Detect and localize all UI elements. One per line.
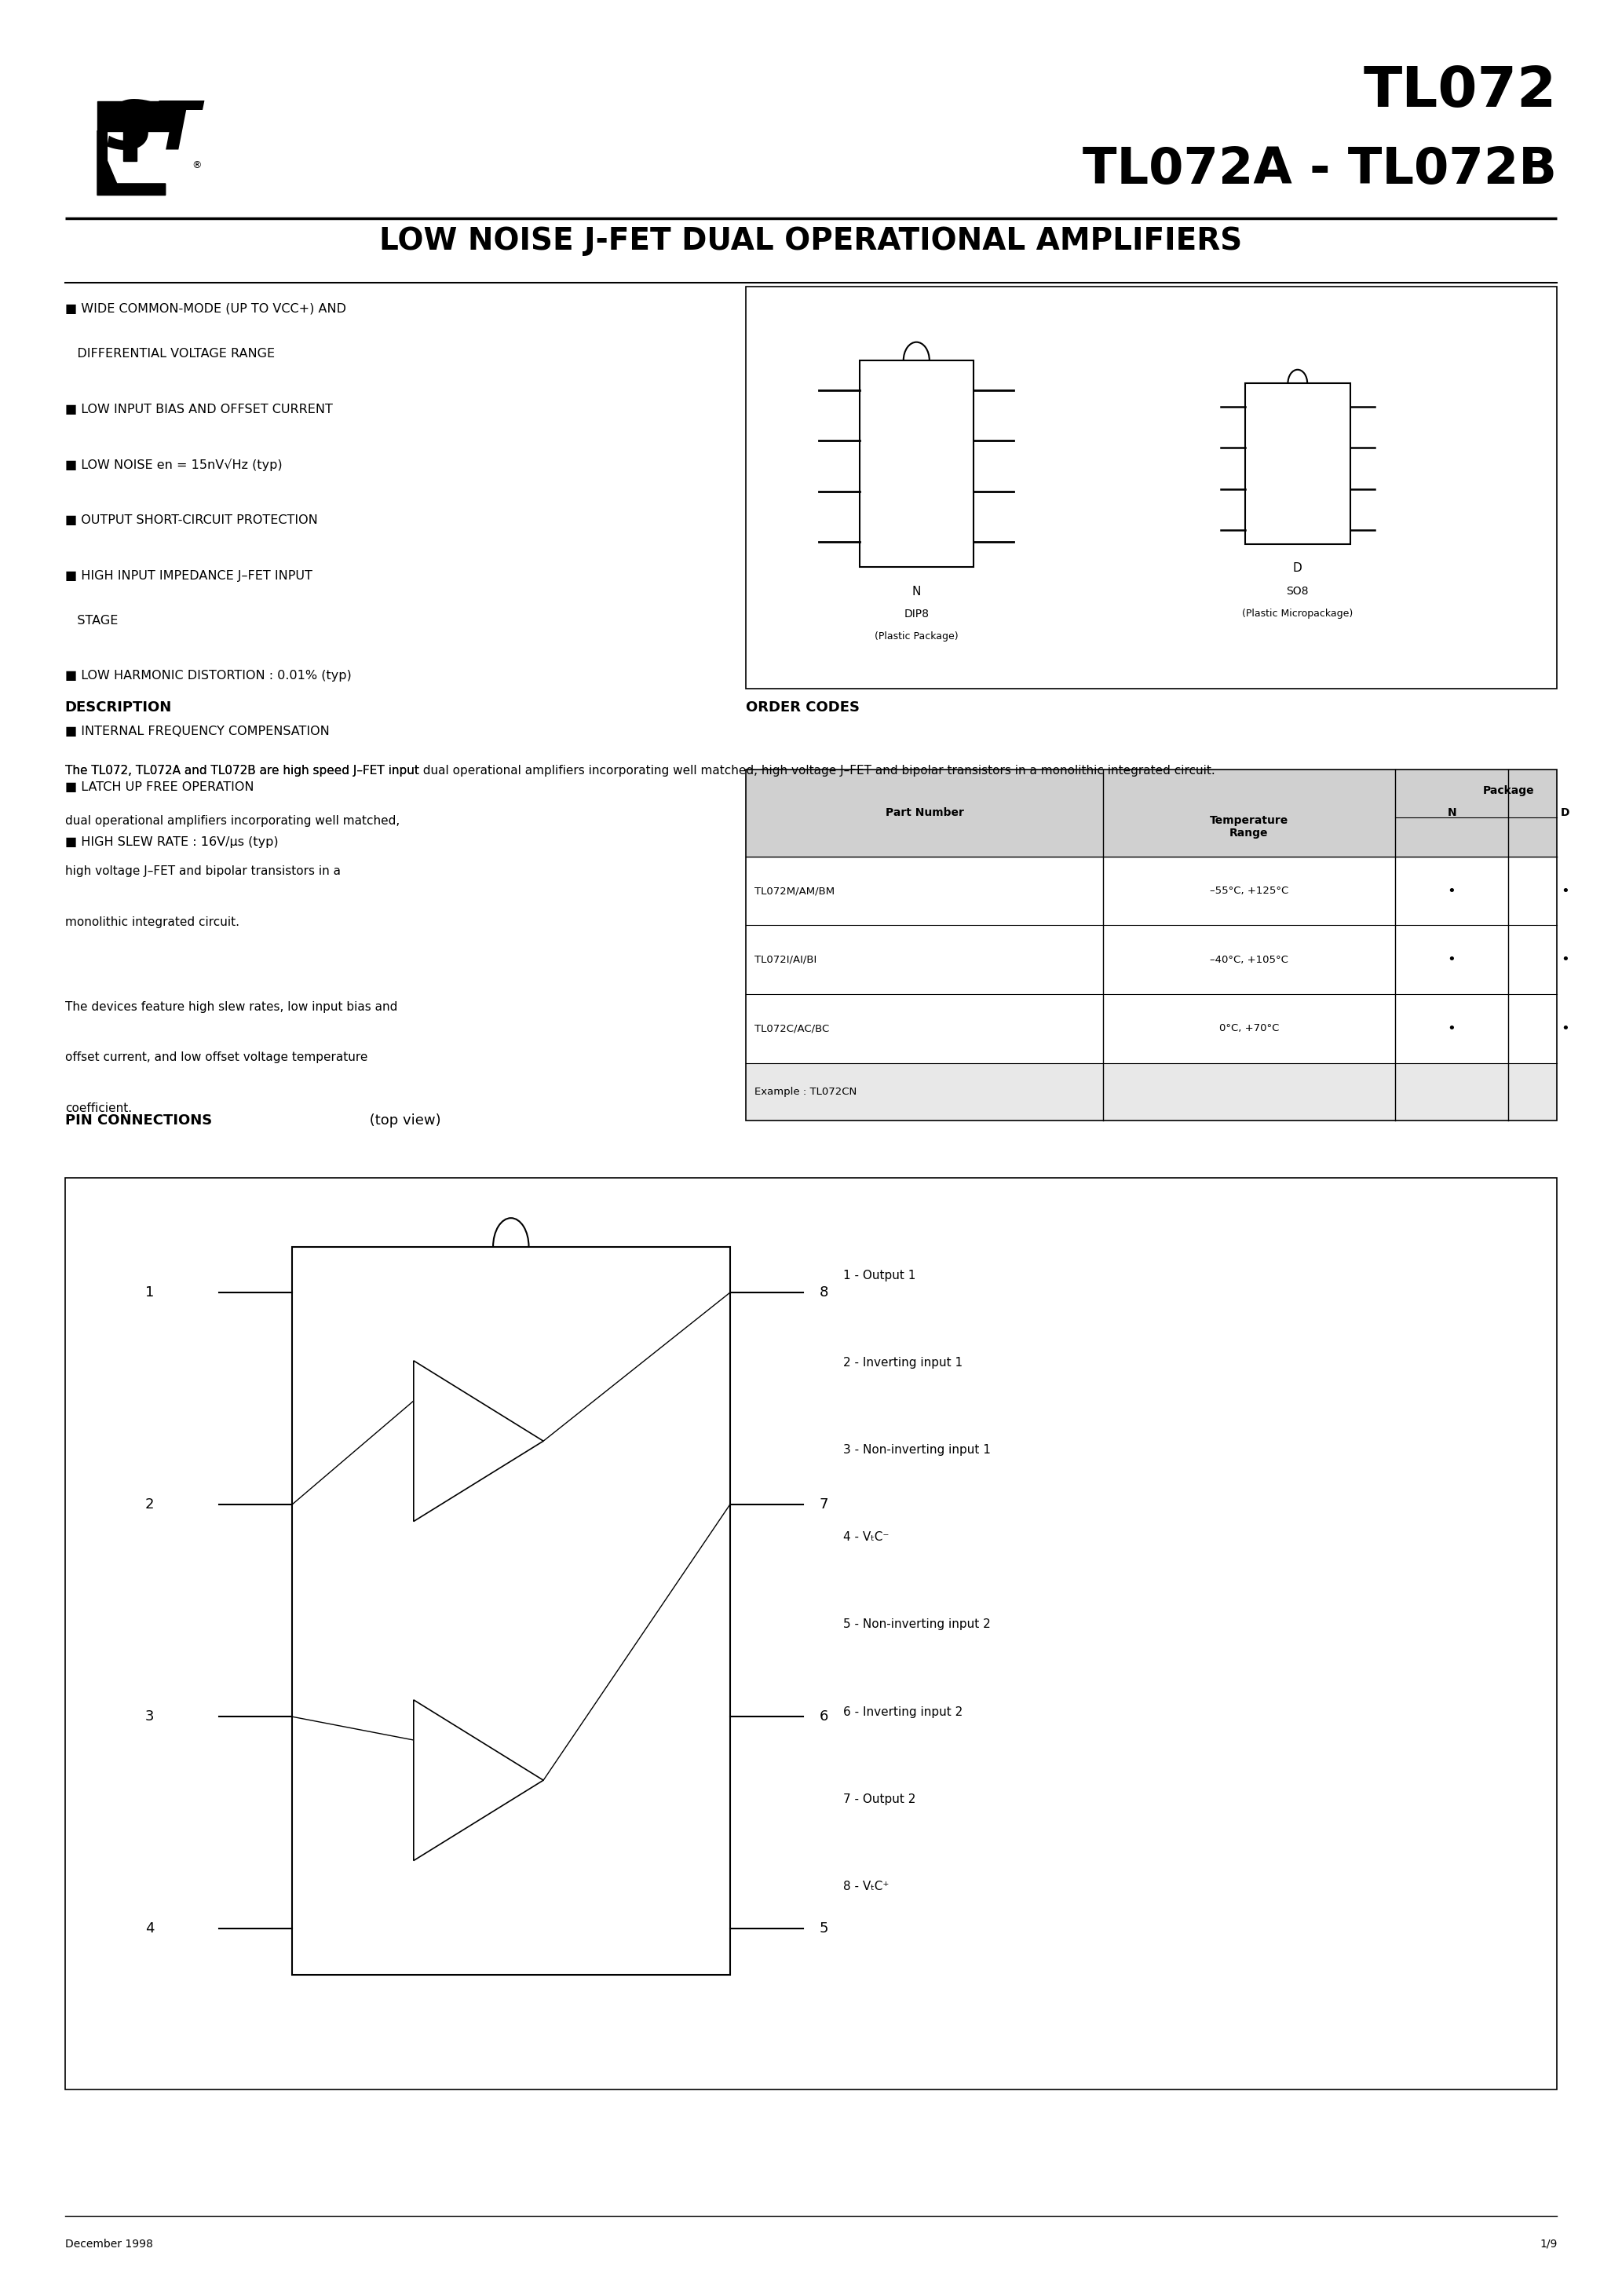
Text: ■ WIDE COMMON-MODE (UP TO VCC+) AND: ■ WIDE COMMON-MODE (UP TO VCC+) AND [65, 303, 345, 315]
Text: 0°C, +70°C: 0°C, +70°C [1220, 1024, 1278, 1033]
Text: ■ LOW NOISE en = 15nV√Hz (typ): ■ LOW NOISE en = 15nV√Hz (typ) [65, 459, 282, 471]
Text: 5: 5 [819, 1922, 829, 1936]
Text: 1: 1 [144, 1286, 154, 1300]
Text: ORDER CODES: ORDER CODES [746, 700, 860, 714]
Text: N: N [1447, 808, 1457, 817]
Text: (top view): (top view) [365, 1114, 441, 1127]
Text: The TL072, TL072A and TL072B are high speed J–FET input dual operational amplifi: The TL072, TL072A and TL072B are high sp… [65, 765, 1215, 776]
Text: monolithic integrated circuit.: monolithic integrated circuit. [65, 916, 238, 928]
Text: dual operational amplifiers incorporating well matched,: dual operational amplifiers incorporatin… [65, 815, 399, 827]
Bar [860, 360, 973, 567]
Text: −: − [427, 1733, 436, 1745]
Text: –40°C, +105°C: –40°C, +105°C [1210, 955, 1288, 964]
Text: TL072M/AM/BM: TL072M/AM/BM [754, 886, 834, 895]
Text: 6 - Inverting input 2: 6 - Inverting input 2 [843, 1706, 963, 1717]
Text: D: D [1293, 563, 1302, 574]
Text: SO8: SO8 [1286, 585, 1309, 597]
Text: offset current, and low offset voltage temperature: offset current, and low offset voltage t… [65, 1052, 368, 1063]
Text: +: + [427, 1814, 436, 1825]
Text: ■ INTERNAL FREQUENCY COMPENSATION: ■ INTERNAL FREQUENCY COMPENSATION [65, 726, 329, 737]
Bar [65, 1178, 1557, 2089]
Text: •: • [1447, 953, 1457, 967]
Text: •: • [1447, 884, 1457, 898]
Text: high voltage J–FET and bipolar transistors in a: high voltage J–FET and bipolar transisto… [65, 866, 341, 877]
Text: 5 - Non-inverting input 2: 5 - Non-inverting input 2 [843, 1619, 991, 1630]
Text: Temperature
Range: Temperature Range [1210, 815, 1288, 838]
Bar [97, 101, 175, 131]
Text: 1 - Output 1: 1 - Output 1 [843, 1270, 916, 1281]
Text: 3 - Non-inverting input 1: 3 - Non-inverting input 1 [843, 1444, 991, 1456]
Text: 6: 6 [819, 1711, 829, 1724]
Text: LOW NOISE J-FET DUAL OPERATIONAL AMPLIFIERS: LOW NOISE J-FET DUAL OPERATIONAL AMPLIFI… [380, 227, 1242, 255]
Text: STAGE: STAGE [65, 615, 118, 627]
Text: (Plastic Package): (Plastic Package) [874, 631, 959, 641]
Text: 4 - VₜC⁻: 4 - VₜC⁻ [843, 1531, 889, 1543]
Text: •: • [1447, 1022, 1457, 1035]
Text: Part Number: Part Number [886, 808, 963, 817]
Text: ®: ® [191, 161, 201, 170]
Text: ■ LATCH UP FREE OPERATION: ■ LATCH UP FREE OPERATION [65, 781, 253, 792]
Text: DESCRIPTION: DESCRIPTION [65, 700, 172, 714]
Text: 8 - VₜC⁺: 8 - VₜC⁺ [843, 1880, 889, 1892]
Polygon shape [414, 1362, 543, 1522]
Text: 2 - Inverting input 1: 2 - Inverting input 1 [843, 1357, 963, 1368]
Text: The devices feature high slew rates, low input bias and: The devices feature high slew rates, low… [65, 1001, 397, 1013]
Text: (Plastic Micropackage): (Plastic Micropackage) [1242, 608, 1353, 618]
Text: 7: 7 [819, 1497, 829, 1511]
Text: •: • [1560, 884, 1570, 898]
Text: 2: 2 [144, 1497, 154, 1511]
Text: 7 - Output 2: 7 - Output 2 [843, 1793, 916, 1805]
Text: ■ OUTPUT SHORT-CIRCUIT PROTECTION: ■ OUTPUT SHORT-CIRCUIT PROTECTION [65, 514, 318, 526]
Text: TL072I/AI/BI: TL072I/AI/BI [754, 955, 816, 964]
Bar [746, 1063, 1557, 1120]
Text: 8: 8 [819, 1286, 829, 1300]
Text: −: − [427, 1396, 436, 1407]
Text: PIN CONNECTIONS: PIN CONNECTIONS [65, 1114, 212, 1127]
Bar [1246, 383, 1351, 544]
Text: Package: Package [1483, 785, 1534, 797]
Text: 4: 4 [144, 1922, 154, 1936]
Text: –55°C, +125°C: –55°C, +125°C [1210, 886, 1288, 895]
Polygon shape [97, 131, 165, 195]
Text: ■ LOW INPUT BIAS AND OFFSET CURRENT: ■ LOW INPUT BIAS AND OFFSET CURRENT [65, 404, 333, 416]
Text: 3: 3 [144, 1711, 154, 1724]
Text: DIP8: DIP8 [903, 608, 929, 620]
Polygon shape [123, 101, 136, 161]
Text: ■ HIGH SLEW RATE : 16V/μs (typ): ■ HIGH SLEW RATE : 16V/μs (typ) [65, 836, 277, 847]
Text: The TL072, TL072A and TL072B are high speed J–FET input: The TL072, TL072A and TL072B are high sp… [65, 765, 418, 776]
Polygon shape [414, 1699, 543, 1860]
Text: ■ HIGH INPUT IMPEDANCE J–FET INPUT: ■ HIGH INPUT IMPEDANCE J–FET INPUT [65, 569, 311, 581]
Text: ST: ST [105, 99, 200, 163]
Text: Example : TL072CN: Example : TL072CN [754, 1086, 856, 1097]
Text: D: D [1560, 808, 1570, 817]
Text: N: N [912, 585, 921, 597]
Text: December 1998: December 1998 [65, 2239, 152, 2250]
Bar [292, 1247, 730, 1975]
Text: DIFFERENTIAL VOLTAGE RANGE: DIFFERENTIAL VOLTAGE RANGE [65, 349, 274, 360]
Text: +: + [427, 1476, 436, 1488]
Text: coefficient.: coefficient. [65, 1102, 131, 1114]
Text: TL072A - TL072B: TL072A - TL072B [1083, 145, 1557, 195]
Text: •: • [1560, 1022, 1570, 1035]
Bar [746, 287, 1557, 689]
Text: •: • [1560, 953, 1570, 967]
Bar [746, 769, 1557, 1120]
Bar [746, 769, 1557, 856]
Text: TL072C/AC/BC: TL072C/AC/BC [754, 1024, 829, 1033]
Text: 1/9: 1/9 [1539, 2239, 1557, 2250]
Text: ■ LOW HARMONIC DISTORTION : 0.01% (typ): ■ LOW HARMONIC DISTORTION : 0.01% (typ) [65, 670, 352, 682]
Text: TL072: TL072 [1364, 64, 1557, 119]
